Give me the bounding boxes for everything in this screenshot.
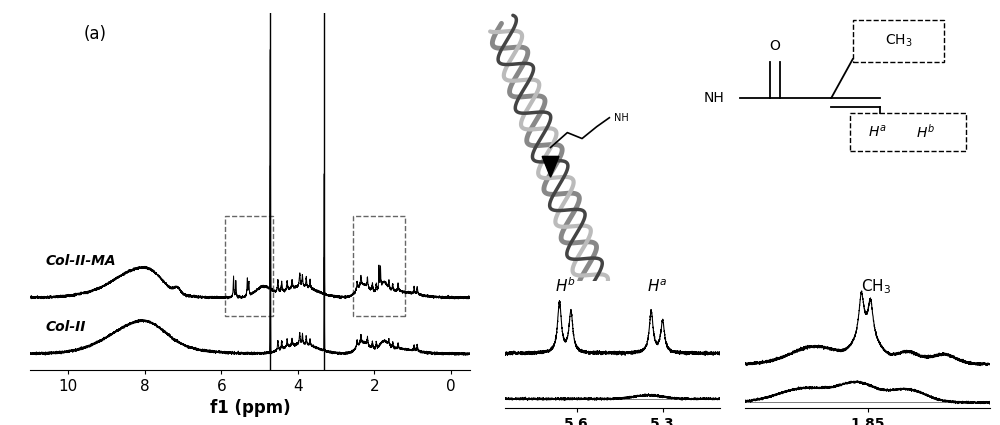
Text: (b): (b) bbox=[512, 288, 533, 303]
Text: $\mathit{H^b}$: $\mathit{H^b}$ bbox=[916, 123, 935, 141]
Text: (c): (c) bbox=[919, 288, 939, 303]
Bar bbox=[353, 216, 405, 316]
Text: CH$_3$: CH$_3$ bbox=[885, 33, 912, 49]
Text: $\mathit{H}^b$: $\mathit{H}^b$ bbox=[555, 277, 576, 295]
Bar bbox=[850, 113, 966, 151]
Polygon shape bbox=[542, 156, 559, 177]
Text: (a): (a) bbox=[84, 26, 107, 43]
Text: NH: NH bbox=[703, 91, 724, 105]
Text: $\mathit{H^a}$: $\mathit{H^a}$ bbox=[868, 124, 886, 140]
Bar bbox=[225, 216, 273, 316]
X-axis label: f1 (ppm): f1 (ppm) bbox=[210, 400, 290, 417]
Text: CH$_3$: CH$_3$ bbox=[861, 277, 892, 295]
Text: $\mathit{H}^a$: $\mathit{H}^a$ bbox=[647, 279, 667, 295]
Text: O: O bbox=[770, 39, 780, 53]
Text: Col-II: Col-II bbox=[45, 320, 86, 334]
Bar bbox=[853, 20, 944, 62]
Text: Col-II-MA: Col-II-MA bbox=[45, 254, 116, 268]
Text: NH: NH bbox=[614, 113, 628, 123]
